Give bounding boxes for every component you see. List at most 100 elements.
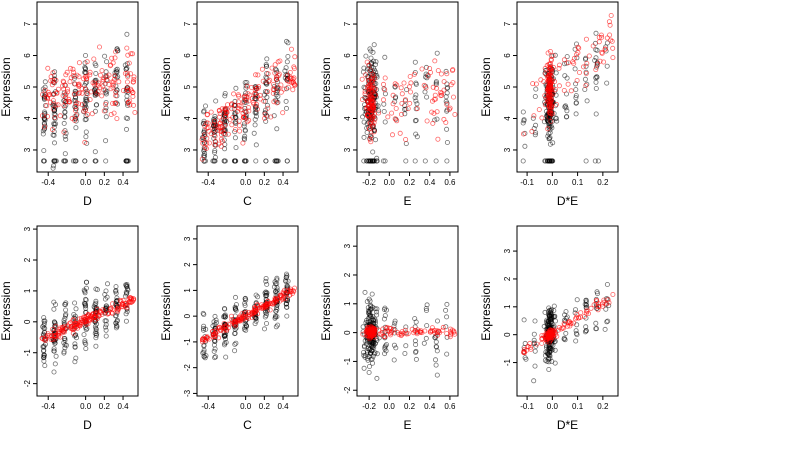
data-point-black	[232, 294, 238, 300]
data-point-red	[446, 106, 452, 112]
data-point-black	[42, 113, 48, 119]
y-tick-label: 3	[23, 147, 32, 152]
data-point-black	[563, 330, 569, 336]
data-point-black	[564, 54, 570, 60]
data-point-black	[544, 158, 550, 164]
data-point-black	[382, 54, 388, 60]
data-point-red	[112, 73, 118, 79]
data-point-black	[104, 59, 110, 65]
data-point-red	[372, 86, 378, 92]
data-point-red	[73, 108, 79, 114]
data-point-red	[237, 128, 243, 134]
data-point-black	[548, 316, 554, 322]
data-point-red	[131, 74, 137, 80]
data-point-black	[92, 323, 98, 329]
data-point-black	[403, 343, 409, 349]
data-point-black	[373, 59, 379, 65]
data-point-black	[62, 337, 68, 343]
data-point-red	[287, 70, 293, 76]
data-point-red	[584, 61, 590, 67]
data-point-black	[51, 121, 57, 127]
data-point-red	[130, 102, 136, 108]
data-point-red	[573, 316, 579, 322]
y-tick-label: 3	[343, 243, 352, 248]
data-point-red	[50, 98, 56, 104]
data-point-black	[424, 323, 430, 329]
data-point-black	[604, 281, 610, 287]
data-point-red	[440, 324, 446, 330]
data-point-red	[112, 55, 118, 61]
data-point-black	[382, 351, 388, 357]
data-point-black	[125, 103, 131, 109]
data-point-red	[110, 101, 116, 107]
data-point-black	[402, 111, 408, 117]
data-point-red	[225, 131, 231, 137]
data-point-red	[366, 331, 372, 337]
data-point-black	[232, 120, 238, 126]
data-point-red	[244, 119, 250, 125]
data-point-black	[82, 100, 88, 106]
data-point-black	[532, 318, 538, 324]
data-point-red	[359, 97, 365, 103]
data-point-red	[364, 105, 370, 111]
data-point-black	[593, 55, 599, 61]
data-point-black	[102, 291, 108, 297]
data-point-black	[52, 158, 58, 164]
data-point-red	[367, 93, 373, 99]
data-point-red	[609, 38, 615, 44]
data-point-black	[361, 365, 367, 371]
data-point-black	[83, 324, 89, 330]
data-point-red	[387, 326, 393, 332]
data-point-black	[412, 95, 418, 101]
data-point-black	[583, 158, 589, 164]
data-point-black	[444, 126, 450, 132]
data-point-black	[92, 108, 98, 114]
data-point-red	[441, 79, 447, 85]
data-point-black	[370, 317, 376, 323]
data-point-red	[79, 317, 85, 323]
data-point-black	[83, 285, 89, 291]
y-tick-label: 7	[23, 21, 32, 26]
data-point-black	[73, 101, 79, 107]
data-point-red	[240, 110, 246, 116]
data-point-black	[374, 312, 380, 318]
data-point-red	[262, 111, 268, 117]
data-point-red	[541, 333, 547, 339]
data-point-black	[42, 318, 48, 324]
data-point-black	[433, 339, 439, 345]
data-point-black	[403, 324, 409, 330]
data-point-red	[601, 299, 607, 305]
data-point-red	[444, 71, 450, 77]
x-tick-label: 0.2	[259, 178, 271, 187]
data-point-red	[287, 292, 293, 298]
data-point-black	[382, 91, 388, 97]
data-point-black	[368, 313, 374, 319]
data-point-red	[74, 100, 80, 106]
data-point-red	[547, 49, 553, 55]
data-point-black	[595, 158, 601, 164]
data-point-red	[524, 347, 530, 353]
data-point-black	[444, 139, 450, 145]
scatter-panel-1: -0.4 0.0 0.2 0.4 3 4 5 6 7 D Expression	[0, 1, 139, 208]
data-point-red	[571, 320, 577, 326]
data-point-black	[547, 141, 553, 147]
data-point-red	[49, 333, 55, 339]
y-tick-label: 5	[23, 84, 32, 89]
data-point-red	[45, 114, 51, 120]
data-point-black	[520, 109, 526, 115]
data-point-black	[522, 143, 528, 149]
data-point-red	[403, 136, 409, 142]
data-point-black	[264, 56, 270, 62]
data-point-black	[274, 285, 280, 291]
data-point-red	[117, 297, 123, 303]
data-point-black	[273, 158, 279, 164]
data-point-black	[113, 290, 119, 296]
data-point-black	[253, 106, 259, 112]
data-point-red	[52, 115, 58, 121]
data-point-black	[532, 94, 538, 100]
data-point-black	[365, 158, 371, 164]
data-point-red	[44, 103, 50, 109]
x-tick-label: 0.0	[240, 402, 252, 411]
data-point-black	[83, 116, 89, 122]
data-point-black	[232, 341, 238, 347]
